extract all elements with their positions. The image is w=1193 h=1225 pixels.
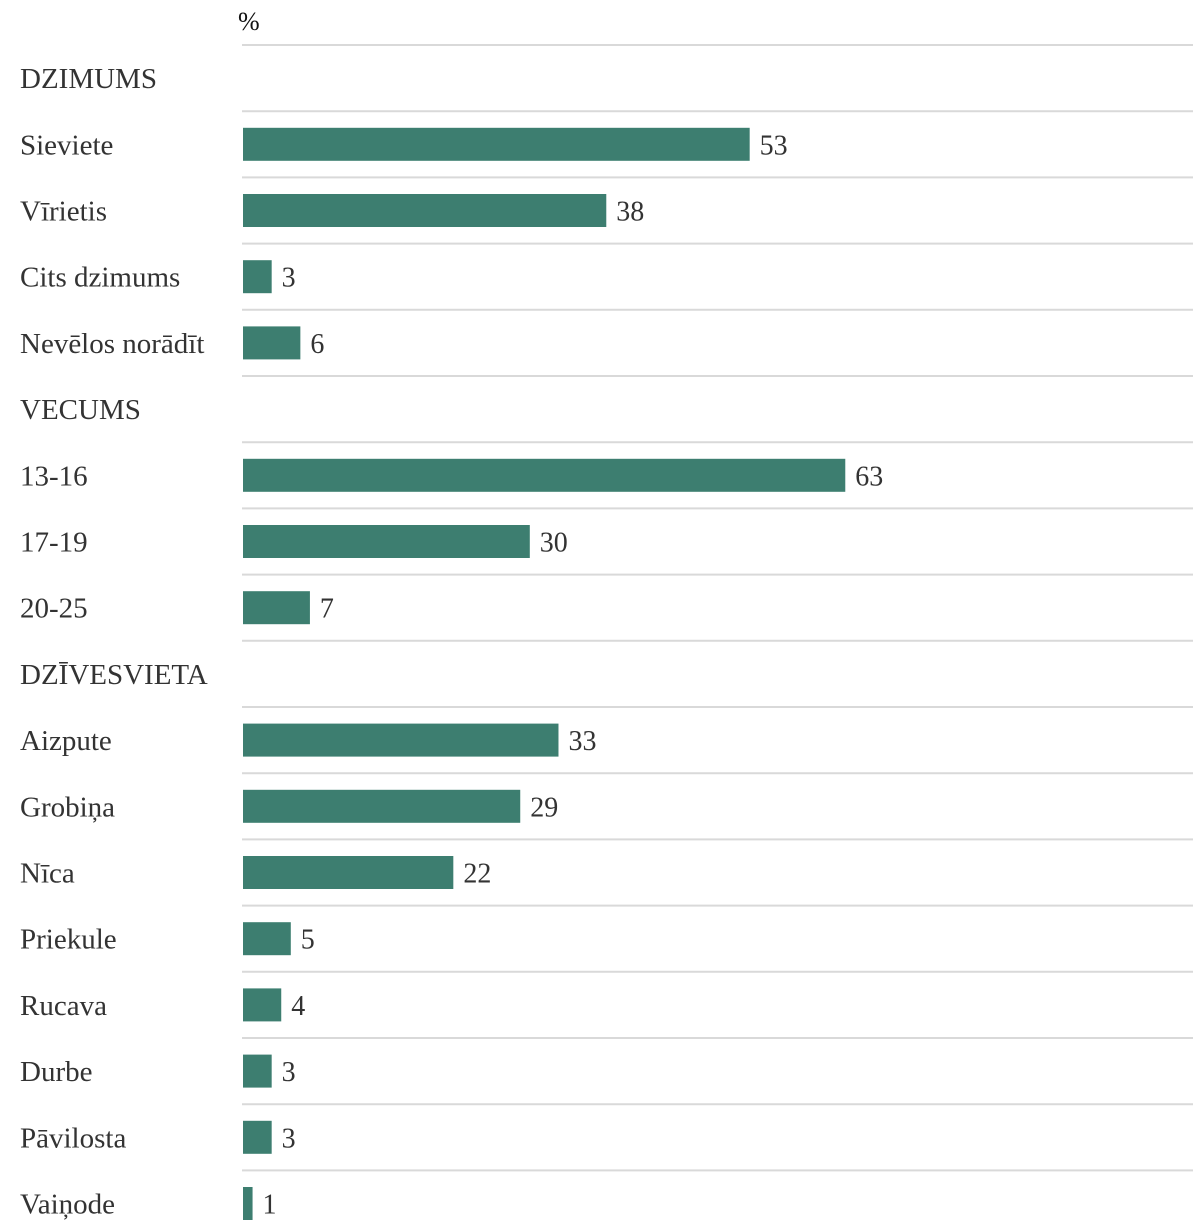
category-label: 17-19 [20, 527, 88, 559]
bar [243, 260, 272, 294]
category-label: Priekule [20, 924, 117, 956]
category-label: 20-25 [20, 593, 88, 625]
bar [243, 1187, 253, 1220]
data-label: 30 [540, 528, 568, 559]
bar [243, 789, 521, 823]
data-label: 3 [282, 1057, 296, 1088]
data-label: 3 [282, 1123, 296, 1154]
data-label: 29 [530, 792, 558, 823]
category-label: Nevēlos norādīt [20, 328, 204, 360]
data-label: 63 [855, 461, 883, 492]
data-label: 4 [291, 991, 305, 1022]
category-label: Sieviete [20, 129, 113, 161]
data-label: 53 [760, 130, 788, 161]
bar [243, 988, 282, 1022]
category-label: Rucava [20, 990, 107, 1022]
category-label: Pāvilosta [20, 1122, 126, 1154]
bar [243, 1120, 272, 1154]
bar [243, 723, 559, 757]
data-label: 7 [320, 594, 334, 625]
category-label: Nīca [20, 858, 75, 890]
bar [243, 127, 750, 161]
bar [243, 1054, 272, 1088]
data-label: 22 [463, 859, 491, 890]
group-title: DZĪVESVIETA [20, 659, 208, 691]
group-title: VECUMS [20, 394, 141, 426]
data-label: 6 [310, 329, 324, 360]
bar [243, 856, 454, 889]
data-label: 38 [616, 197, 644, 228]
bar [243, 591, 310, 625]
data-label: 5 [301, 925, 315, 956]
bar [243, 194, 607, 227]
category-label: Vaiņode [20, 1189, 115, 1221]
bar [243, 458, 846, 492]
category-label: Vīrietis [20, 196, 107, 228]
unit-label: % [238, 7, 260, 36]
category-label: Aizpute [20, 725, 112, 757]
bar [243, 525, 530, 558]
category-label: Cits dzimums [20, 262, 180, 294]
category-label: Grobiņa [20, 791, 115, 823]
data-label: 33 [568, 726, 596, 757]
data-label: 3 [282, 263, 296, 294]
category-label: Durbe [20, 1056, 92, 1088]
bar [243, 326, 301, 360]
bar [243, 922, 291, 956]
category-label: 13-16 [20, 460, 88, 492]
group-title: DZIMUMS [20, 63, 157, 95]
data-label: 1 [263, 1190, 277, 1221]
